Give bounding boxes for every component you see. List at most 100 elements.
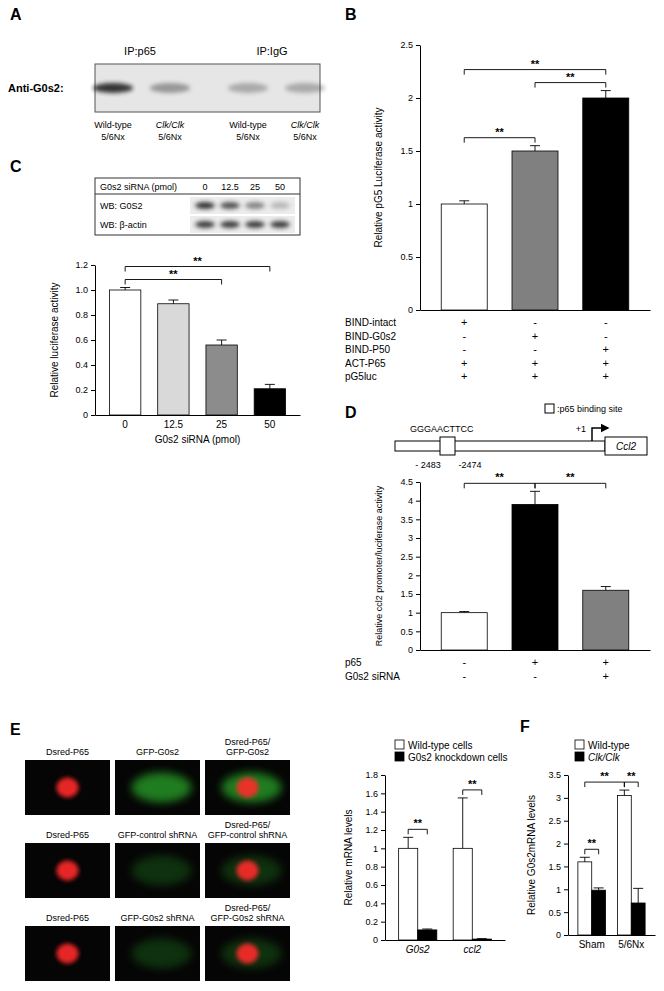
- y-tick-mark: [91, 315, 95, 316]
- x-axis-line: [96, 415, 301, 416]
- y-tick-mark: [416, 45, 420, 46]
- y-tick-mark: [381, 793, 385, 794]
- red-signal: [57, 861, 79, 881]
- x-tick-label: 12.5: [164, 419, 184, 430]
- significance-label: **: [587, 837, 596, 849]
- image-label: Dsred-P65/: [225, 737, 271, 747]
- green-signal: [132, 939, 192, 969]
- y-tick-mark: [564, 912, 568, 913]
- error-bar: [265, 384, 275, 388]
- legend-label: Wild-type: [588, 740, 630, 751]
- error-bar-cap: [265, 384, 275, 385]
- error-bar: [601, 587, 611, 591]
- y-tick-label: 1.6: [365, 789, 378, 799]
- error-bar: [120, 288, 130, 291]
- key-box: [545, 404, 554, 413]
- error-bar-stem: [584, 857, 585, 862]
- ip-label: IP:IgG: [256, 45, 287, 57]
- y-tick-mark: [564, 889, 568, 890]
- red-signal: [237, 944, 259, 964]
- significance-label: **: [566, 71, 575, 83]
- error-bar: [594, 888, 604, 890]
- x-tick: 12.5: [164, 419, 184, 430]
- y-tick-mark: [91, 340, 95, 341]
- y-tick: 1: [408, 199, 420, 209]
- significance-label: **: [531, 58, 540, 70]
- blot-row-label: WB: G0S2: [100, 201, 143, 211]
- chart: 00.511.522.533.5Sham5/6NxRelative G0s2mR…: [526, 740, 656, 951]
- y-tick: 1.5: [400, 146, 420, 156]
- micrograph: [205, 926, 290, 981]
- y-tick-mark: [416, 257, 420, 258]
- significance-label: **: [495, 471, 504, 483]
- image-label: Dsred-P65: [46, 747, 89, 757]
- y-tick-mark: [416, 594, 420, 595]
- significance-label: **: [413, 817, 422, 829]
- y-tick: 1: [556, 885, 568, 895]
- y-tick: 0.6: [75, 335, 95, 345]
- significance-bracket: [535, 83, 606, 88]
- ip-label: IP:p65: [124, 45, 156, 57]
- significance-label: **: [566, 471, 575, 483]
- x-tick: 25: [216, 419, 228, 430]
- blot-band: [93, 83, 133, 93]
- y-tick: 0: [373, 935, 385, 945]
- y-tick-label: 1.0: [75, 285, 88, 295]
- image-label: GFP-control shRNA: [208, 830, 288, 840]
- y-tick-mark: [416, 482, 420, 483]
- error-bar-cap: [530, 491, 540, 492]
- red-signal: [237, 778, 259, 798]
- y-tick-label: 1.4: [365, 807, 378, 817]
- significance-bracket: [464, 70, 606, 75]
- y-tick-label: 0: [408, 645, 413, 655]
- position-label: -2474: [458, 460, 481, 470]
- y-tick-mark: [91, 390, 95, 391]
- y-tick-mark: [416, 310, 420, 311]
- sequence-label: GGGAACTTCC: [410, 424, 474, 434]
- error-bar-cap: [619, 790, 629, 791]
- y-tick-label: 3.5: [548, 770, 561, 780]
- table-cell: +: [603, 656, 609, 668]
- y-axis-title: Relative ccl2 promoter/luciferase activi…: [374, 485, 384, 646]
- y-tick: 0: [408, 645, 420, 655]
- error-bar: [530, 146, 540, 151]
- bar: [472, 939, 491, 940]
- y-tick: 0.4: [75, 360, 95, 370]
- chart: 00.20.40.60.81.01.2012.52550Relative luc…: [49, 255, 301, 446]
- antibody-label: Anti-G0s2:: [8, 82, 64, 94]
- y-tick: 4.5: [400, 477, 420, 487]
- y-axis: 00.511.522.533.5: [548, 770, 568, 940]
- significance-label: **: [627, 770, 636, 782]
- significance-label: **: [193, 255, 202, 267]
- x-tick: 0: [122, 419, 128, 430]
- bar: [512, 504, 558, 650]
- bar: [109, 290, 140, 415]
- bar: [592, 890, 606, 935]
- y-tick: 0: [556, 930, 568, 940]
- y-tick-label: 0.6: [75, 335, 88, 345]
- y-tick: 0.8: [75, 310, 95, 320]
- table-cell: +: [461, 370, 467, 382]
- y-axis-line: [420, 483, 421, 651]
- position-label: - 2483: [415, 460, 441, 470]
- y-axis-line: [385, 776, 386, 941]
- y-tick-mark: [416, 519, 420, 520]
- significance-bracket: [463, 790, 482, 795]
- x-tick: G0s2: [406, 944, 430, 955]
- x-axis-line: [421, 310, 651, 311]
- x-axis-line: [569, 935, 656, 936]
- y-tick: 0.6: [365, 880, 385, 890]
- error-bar-cap: [422, 929, 432, 930]
- error-bar-cap: [594, 887, 604, 888]
- significance-label: **: [600, 770, 609, 782]
- y-axis-title: Relative G0s2mRNA levels: [526, 795, 537, 915]
- x-tick: 50: [264, 419, 276, 430]
- y-tick-mark: [91, 415, 95, 416]
- key-label: :p65 binding site: [557, 404, 623, 414]
- panel-letter: A: [10, 6, 22, 23]
- y-tick: 0.5: [548, 908, 568, 918]
- error-bar: [422, 929, 432, 931]
- chart: 00.511.522.5Relative pG5 Luciferase acti…: [345, 40, 651, 382]
- error-bar-stem: [221, 340, 222, 345]
- y-tick-label: 1.2: [75, 260, 88, 270]
